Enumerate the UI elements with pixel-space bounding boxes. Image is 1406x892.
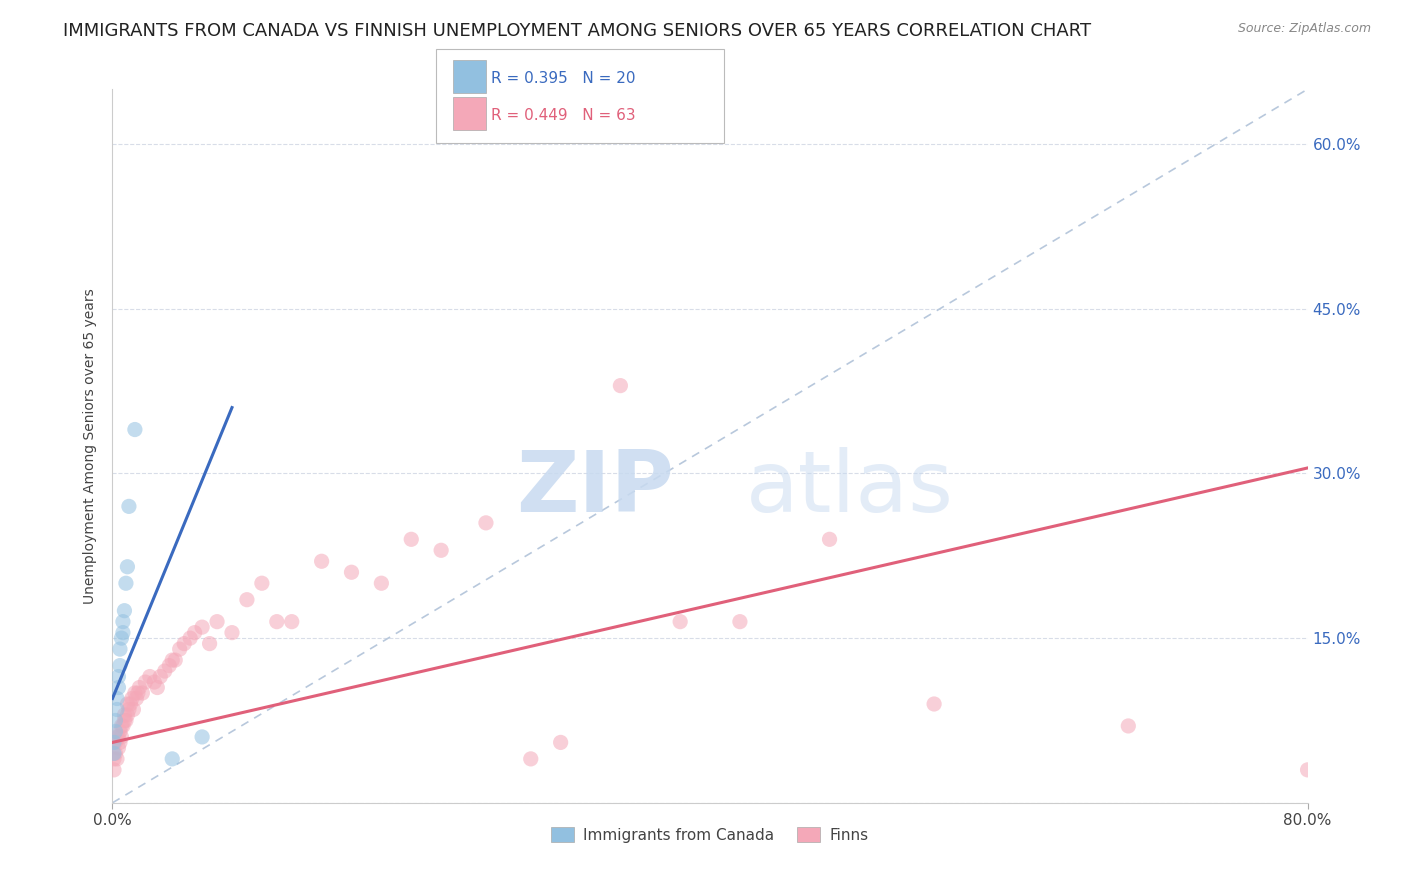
Point — [107, 730, 129, 744]
Point — [104, 724, 127, 739]
Point — [818, 533, 841, 547]
Point — [103, 747, 125, 761]
Point — [430, 543, 453, 558]
Point — [131, 686, 153, 700]
Point — [198, 637, 221, 651]
Point — [250, 576, 273, 591]
Point — [169, 642, 191, 657]
Point — [114, 708, 135, 723]
Point — [191, 730, 214, 744]
Point — [183, 625, 205, 640]
Point — [191, 620, 214, 634]
Point — [103, 735, 125, 749]
Point — [108, 735, 131, 749]
Text: Source: ZipAtlas.com: Source: ZipAtlas.com — [1237, 22, 1371, 36]
Point — [107, 740, 129, 755]
Point — [205, 615, 228, 629]
Point — [121, 691, 143, 706]
Point — [122, 702, 145, 716]
Point — [153, 664, 176, 678]
Point — [108, 642, 131, 657]
Point — [550, 735, 572, 749]
Point — [110, 730, 132, 744]
Point — [118, 702, 141, 716]
Point — [104, 714, 127, 728]
Point — [103, 763, 125, 777]
Point — [104, 735, 127, 749]
Point — [401, 533, 423, 547]
Point — [162, 752, 183, 766]
Point — [1118, 719, 1140, 733]
Point — [134, 675, 156, 690]
Point — [105, 702, 128, 716]
Point — [370, 576, 392, 591]
Point — [111, 615, 134, 629]
Point — [221, 625, 243, 640]
Text: ZIP: ZIP — [516, 447, 675, 531]
Point — [311, 554, 333, 568]
Point — [340, 566, 363, 580]
Point — [475, 516, 498, 530]
Point — [520, 752, 543, 766]
Point — [139, 669, 162, 683]
Point — [146, 681, 169, 695]
Point — [111, 719, 134, 733]
Point — [609, 378, 631, 392]
Text: R = 0.395   N = 20: R = 0.395 N = 20 — [491, 71, 636, 86]
Point — [115, 576, 138, 591]
Point — [179, 631, 201, 645]
Point — [105, 730, 128, 744]
Point — [120, 697, 142, 711]
Point — [104, 747, 127, 761]
Point — [728, 615, 751, 629]
Point — [157, 658, 180, 673]
Point — [117, 559, 139, 574]
Point — [110, 719, 132, 733]
Point — [266, 615, 288, 629]
Point — [107, 681, 129, 695]
Point — [236, 592, 259, 607]
Point — [125, 691, 148, 706]
Point — [143, 675, 166, 690]
Point — [117, 697, 139, 711]
Point — [281, 615, 304, 629]
Point — [124, 686, 146, 700]
Point — [105, 752, 128, 766]
Point — [118, 500, 141, 514]
Point — [115, 714, 138, 728]
Point — [149, 669, 172, 683]
Point — [110, 631, 132, 645]
Point — [922, 697, 945, 711]
Point — [111, 625, 134, 640]
Point — [105, 691, 128, 706]
Point — [103, 752, 125, 766]
Point — [127, 686, 149, 700]
Point — [669, 615, 692, 629]
Point — [108, 724, 131, 739]
Point — [114, 714, 135, 728]
Y-axis label: Unemployment Among Seniors over 65 years: Unemployment Among Seniors over 65 years — [83, 288, 97, 604]
Point — [114, 604, 135, 618]
Point — [107, 669, 129, 683]
Point — [165, 653, 187, 667]
Point — [128, 681, 150, 695]
Point — [108, 658, 131, 673]
Point — [124, 423, 146, 437]
Text: IMMIGRANTS FROM CANADA VS FINNISH UNEMPLOYMENT AMONG SENIORS OVER 65 YEARS CORRE: IMMIGRANTS FROM CANADA VS FINNISH UNEMPL… — [63, 22, 1091, 40]
Point — [173, 637, 195, 651]
Point — [1296, 763, 1319, 777]
Text: R = 0.449   N = 63: R = 0.449 N = 63 — [491, 109, 636, 123]
Point — [117, 708, 139, 723]
Legend: Immigrants from Canada, Finns: Immigrants from Canada, Finns — [546, 821, 875, 848]
Text: atlas: atlas — [747, 447, 953, 531]
Point — [162, 653, 183, 667]
